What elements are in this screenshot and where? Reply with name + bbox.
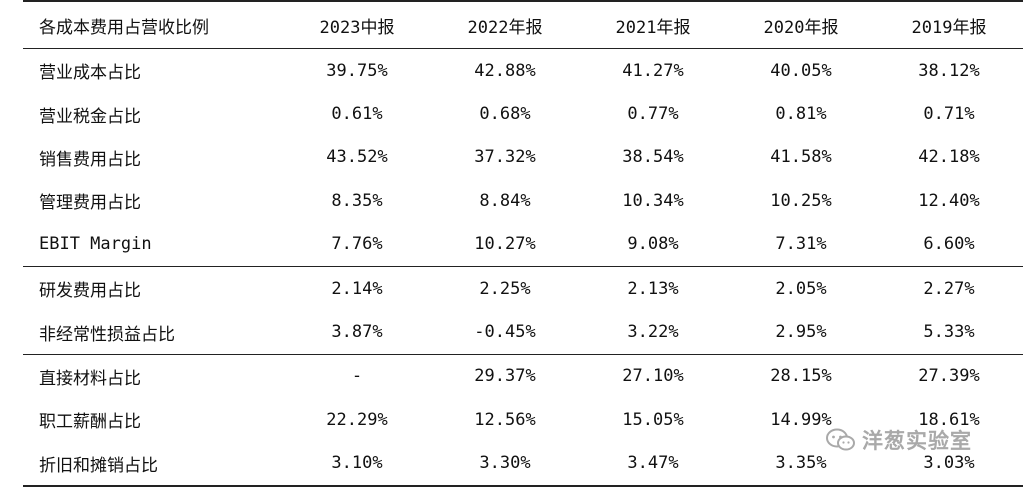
table-cell: 41.58%: [770, 147, 832, 168]
table-cell: 0.71%: [923, 104, 975, 125]
table-cell: 6.60%: [923, 234, 975, 255]
table-row: 职工薪酬占比 22.29% 12.56% 15.05% 14.99% 18.61…: [23, 398, 1023, 441]
header-cell-label: 各成本费用占营收比例: [23, 0, 283, 49]
header-cell-2022: 2022年报: [431, 0, 579, 49]
table-cell: -0.45%: [474, 322, 536, 343]
table-cell: 3.03%: [875, 441, 1023, 487]
table-cell: 3.87%: [331, 322, 383, 343]
table-cell: 0.81%: [775, 104, 827, 125]
row-label: EBIT Margin: [39, 234, 152, 255]
table-cell: 12.40%: [918, 190, 980, 211]
table-cell: 8.35%: [331, 190, 383, 211]
table-cell: 27.10%: [579, 353, 727, 399]
wechat-icon: [826, 428, 855, 451]
table-cell: 14.99%: [770, 409, 832, 430]
table-cell: 41.27%: [622, 60, 684, 81]
table-cell: 10.34%: [622, 190, 684, 211]
table-row: 营业成本占比 39.75% 42.88% 41.27% 40.05% 38.12…: [23, 49, 1023, 93]
table-cell: 29.37%: [431, 353, 579, 399]
table-cell: 2.27%: [875, 265, 1023, 311]
table-cell: 8.84%: [479, 190, 531, 211]
header-cell-2023h1: 2023中报: [283, 0, 431, 49]
table-cell: 7.76%: [331, 234, 383, 255]
table-cell: 2.14%: [283, 265, 431, 311]
table-row: 销售费用占比 43.52% 37.32% 38.54% 41.58% 42.18…: [23, 136, 1023, 179]
table-row: 直接材料占比 - 29.37% 27.10% 28.15% 27.39%: [23, 353, 1023, 399]
table-cell: 9.08%: [627, 234, 679, 255]
table-cell: 2.13%: [579, 265, 727, 311]
table-cell: 10.25%: [770, 190, 832, 211]
table-row: EBIT Margin 7.76% 10.27% 9.08% 7.31% 6.6…: [23, 223, 1023, 267]
table-cell: 7.31%: [775, 234, 827, 255]
row-label: 营业成本占比: [39, 63, 141, 84]
table-cell: 2.05%: [727, 265, 875, 311]
table-cell: 42.18%: [918, 147, 980, 168]
table-cell: 28.15%: [727, 353, 875, 399]
table-cell: 38.54%: [622, 147, 684, 168]
watermark-text: 洋葱实验室: [862, 429, 972, 453]
table-row: 非经常性损益占比 3.87% -0.45% 3.22% 2.95% 5.33%: [23, 310, 1023, 354]
table-cell: 0.68%: [479, 104, 531, 125]
row-label: 研发费用占比: [23, 265, 283, 311]
table-cell: -: [283, 353, 431, 399]
table-row: 管理费用占比 8.35% 8.84% 10.34% 10.25% 12.40%: [23, 179, 1023, 222]
table-cell: 37.32%: [474, 147, 536, 168]
table-cell: 3.47%: [579, 441, 727, 487]
table-cell: 2.95%: [775, 322, 827, 343]
cost-ratio-table: 各成本费用占营收比例 2023中报 2022年报 2021年报 2020年报 2…: [23, 0, 1023, 487]
table-row: 研发费用占比 2.14% 2.25% 2.13% 2.05% 2.27%: [23, 265, 1023, 311]
table-cell: 27.39%: [875, 353, 1023, 399]
row-label: 营业税金占比: [39, 106, 141, 127]
header-cell-2019: 2019年报: [875, 0, 1023, 49]
table-row: 折旧和摊销占比 3.10% 3.30% 3.47% 3.35% 3.03%: [23, 441, 1023, 487]
table-cell: 0.61%: [331, 104, 383, 125]
header-row: 各成本费用占营收比例 2023中报 2022年报 2021年报 2020年报 2…: [23, 0, 1023, 49]
table-cell: 5.33%: [923, 322, 975, 343]
table-cell: 40.05%: [770, 60, 832, 81]
table-cell: 18.61%: [918, 409, 980, 430]
table-cell: 0.77%: [627, 104, 679, 125]
table-cell: 3.10%: [283, 441, 431, 487]
table-cell: 3.30%: [431, 441, 579, 487]
watermark: 洋葱实验室: [826, 425, 972, 455]
table-cell: 10.27%: [474, 234, 536, 255]
row-label: 折旧和摊销占比: [23, 441, 283, 487]
table-cell: 22.29%: [326, 409, 388, 430]
table-cell: 15.05%: [622, 409, 684, 430]
table-cell: 39.75%: [326, 60, 388, 81]
row-label: 职工薪酬占比: [39, 412, 141, 433]
table-row: 营业税金占比 0.61% 0.68% 0.77% 0.81% 0.71%: [23, 92, 1023, 135]
row-label: 非经常性损益占比: [39, 324, 175, 345]
header-cell-2021: 2021年报: [579, 0, 727, 49]
table-cell: 2.25%: [431, 265, 579, 311]
row-label: 管理费用占比: [39, 193, 141, 214]
row-label: 销售费用占比: [39, 149, 141, 170]
table-cell: 12.56%: [474, 409, 536, 430]
row-label: 直接材料占比: [23, 353, 283, 399]
table-cell: 43.52%: [326, 147, 388, 168]
header-cell-2020: 2020年报: [727, 0, 875, 49]
table-cell: 42.88%: [474, 60, 536, 81]
table-cell: 3.22%: [627, 322, 679, 343]
table-cell: 38.12%: [918, 60, 980, 81]
